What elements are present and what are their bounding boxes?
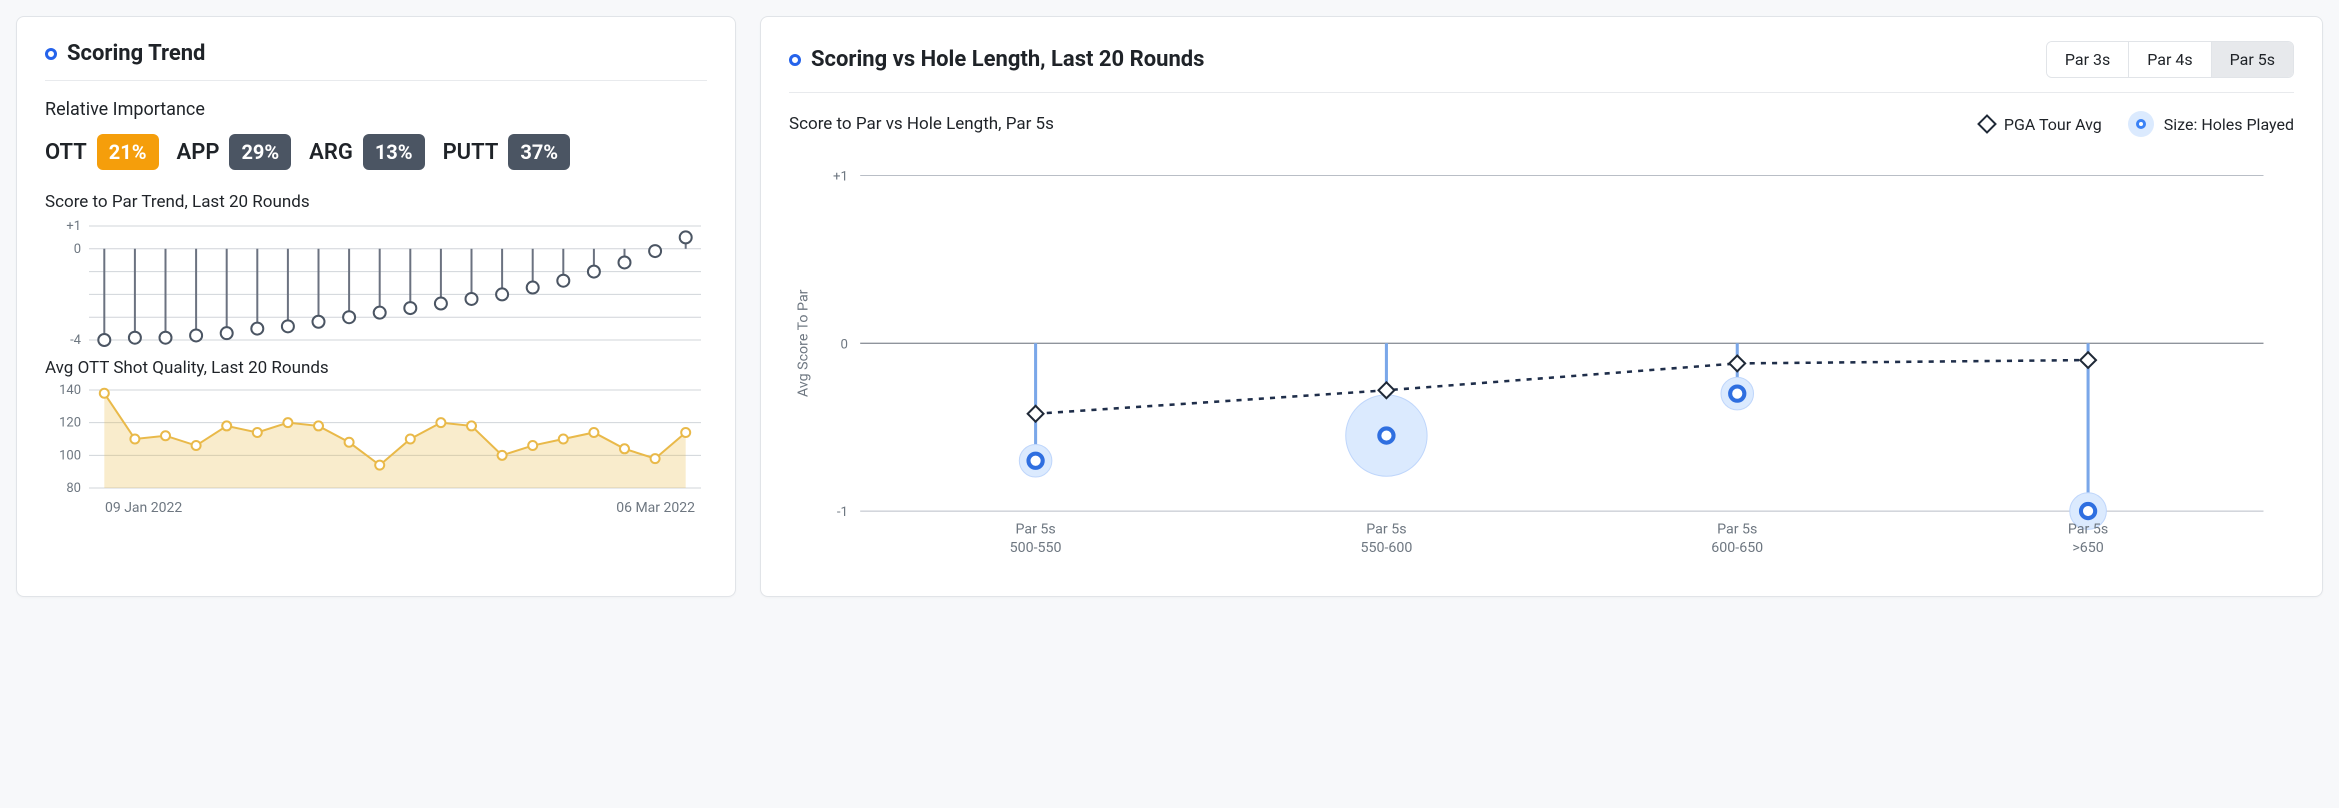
chart-legend: PGA Tour Avg Size: Holes Played bbox=[1980, 111, 2294, 137]
title-bullet-icon bbox=[789, 54, 801, 66]
card-title: Scoring Trend bbox=[45, 41, 205, 66]
badge-key: OTT bbox=[45, 140, 87, 165]
svg-text:550-600: 550-600 bbox=[1360, 540, 1412, 556]
badge-value: 37% bbox=[508, 134, 570, 170]
importance-badge: PUTT 37% bbox=[443, 134, 571, 170]
badge-key: APP bbox=[177, 140, 220, 165]
sub-header: Score to Par vs Hole Length, Par 5s PGA … bbox=[789, 111, 2294, 137]
svg-text:Par 5s: Par 5s bbox=[1366, 521, 1406, 537]
title-bullet-icon bbox=[45, 48, 57, 60]
trend-chart-title: Score to Par Trend, Last 20 Rounds bbox=[45, 192, 707, 212]
card-title: Scoring vs Hole Length, Last 20 Rounds bbox=[789, 47, 1205, 72]
scoring-vs-hole-length-card: Scoring vs Hole Length, Last 20 Rounds P… bbox=[760, 16, 2323, 597]
importance-badge: APP 29% bbox=[177, 134, 292, 170]
card-header: Scoring vs Hole Length, Last 20 Rounds P… bbox=[789, 41, 2294, 93]
svg-text:06 Mar 2022: 06 Mar 2022 bbox=[616, 500, 695, 516]
tab-par-3s[interactable]: Par 3s bbox=[2047, 42, 2129, 77]
par-tab-group: Par 3sPar 4sPar 5s bbox=[2046, 41, 2294, 78]
svg-text:600-650: 600-650 bbox=[1711, 540, 1763, 556]
svg-text:140: 140 bbox=[59, 384, 81, 398]
svg-text:-4: -4 bbox=[70, 333, 82, 348]
relative-importance-label: Relative Importance bbox=[45, 99, 707, 120]
tab-par-4s[interactable]: Par 4s bbox=[2129, 42, 2211, 77]
ott-chart-title: Avg OTT Shot Quality, Last 20 Rounds bbox=[45, 358, 707, 378]
svg-text:+1: +1 bbox=[66, 219, 81, 234]
badge-value: 21% bbox=[97, 134, 159, 170]
svg-text:Par 5s: Par 5s bbox=[1717, 521, 1757, 537]
legend-label-pga: PGA Tour Avg bbox=[2004, 115, 2102, 134]
date-range-axis: 09 Jan 2022 06 Mar 2022 bbox=[45, 494, 709, 520]
svg-text:09 Jan 2022: 09 Jan 2022 bbox=[105, 500, 182, 516]
svg-text:120: 120 bbox=[59, 416, 81, 431]
svg-text:+1: +1 bbox=[833, 170, 848, 185]
svg-text:500-550: 500-550 bbox=[1010, 540, 1062, 556]
importance-badge: OTT 21% bbox=[45, 134, 159, 170]
card-title-text: Scoring Trend bbox=[67, 41, 205, 66]
badge-key: PUTT bbox=[443, 140, 499, 165]
svg-text:Avg Score To Par: Avg Score To Par bbox=[795, 289, 811, 397]
badge-value: 13% bbox=[363, 134, 425, 170]
badge-value: 29% bbox=[229, 134, 291, 170]
score-to-par-trend-chart: +1 0 -4 bbox=[45, 218, 709, 348]
size-bubble-icon bbox=[2128, 111, 2154, 137]
badge-key: ARG bbox=[309, 140, 353, 165]
svg-text:80: 80 bbox=[66, 481, 81, 494]
svg-text:-1: -1 bbox=[837, 505, 848, 520]
svg-text:Par 5s: Par 5s bbox=[1015, 521, 1055, 537]
svg-text:0: 0 bbox=[841, 337, 848, 352]
avg-ott-quality-chart: 80 100 120 140 bbox=[45, 384, 709, 494]
legend-item-pga: PGA Tour Avg bbox=[1980, 115, 2102, 134]
diamond-icon bbox=[1977, 114, 1997, 134]
svg-text:100: 100 bbox=[59, 448, 81, 463]
svg-text:Par 5s: Par 5s bbox=[2068, 521, 2108, 537]
card-title-text: Scoring vs Hole Length, Last 20 Rounds bbox=[811, 47, 1205, 72]
relative-importance-badges: OTT 21% APP 29% ARG 13% PUTT 37% bbox=[45, 134, 707, 170]
tab-par-5s[interactable]: Par 5s bbox=[2212, 42, 2293, 77]
legend-item-size: Size: Holes Played bbox=[2128, 111, 2294, 137]
chart-subtitle: Score to Par vs Hole Length, Par 5s bbox=[789, 114, 1054, 134]
card-header: Scoring Trend bbox=[45, 41, 707, 81]
score-vs-hole-length-chart: -1 0 +1 Avg Score To Par Par 5s 500-550 Par 5s… bbox=[789, 145, 2294, 572]
svg-text:>650: >650 bbox=[2072, 540, 2103, 556]
importance-badge: ARG 13% bbox=[309, 134, 424, 170]
legend-label-size: Size: Holes Played bbox=[2164, 115, 2294, 134]
scoring-trend-card: Scoring Trend Relative Importance OTT 21%… bbox=[16, 16, 736, 597]
svg-text:0: 0 bbox=[74, 242, 81, 257]
